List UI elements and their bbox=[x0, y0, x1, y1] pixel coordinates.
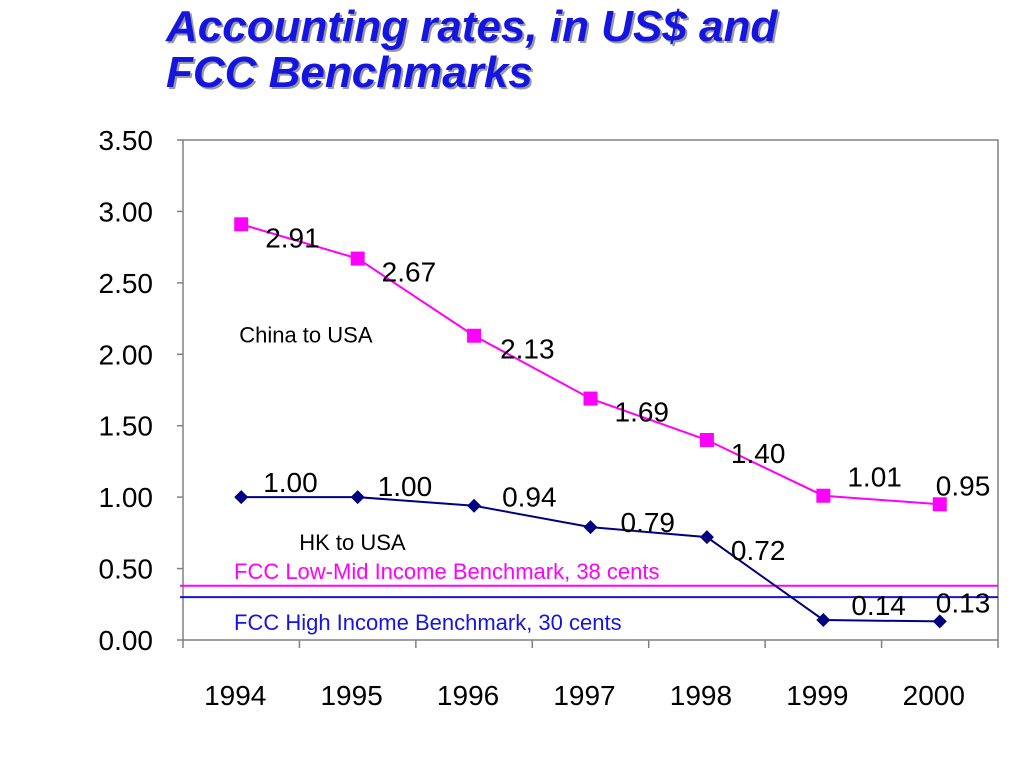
y-tick-label: 0.00 bbox=[99, 625, 154, 656]
data-label: 0.72 bbox=[731, 535, 786, 566]
y-tick-label: 3.50 bbox=[99, 125, 154, 156]
chart-title-line-1: Accounting rates, in US$ and bbox=[166, 2, 778, 51]
data-point bbox=[932, 497, 947, 512]
x-tick-label: 1999 bbox=[786, 680, 848, 711]
data-point bbox=[467, 328, 482, 343]
data-label: 0.14 bbox=[851, 590, 906, 621]
data-point bbox=[234, 217, 249, 232]
data-label: 0.95 bbox=[936, 470, 991, 501]
data-label: 0.79 bbox=[621, 507, 676, 538]
data-label: 0.13 bbox=[936, 587, 991, 618]
data-label: 2.13 bbox=[500, 334, 554, 365]
data-point bbox=[816, 488, 831, 503]
data-label: 1.00 bbox=[263, 467, 318, 498]
data-point bbox=[932, 614, 947, 629]
x-tick-label: 1996 bbox=[437, 680, 499, 711]
axes: 0.00 0.50 1.00 1.50 2.00 2.50 3.00 3.50 1994 1995… bbox=[99, 125, 999, 711]
data-label: 0.94 bbox=[502, 482, 556, 513]
y-tick-label: 3.00 bbox=[99, 196, 154, 227]
x-tick-label: 2000 bbox=[903, 680, 965, 711]
benchmark-label: FCC Low-Mid Income Benchmark, 38 cents bbox=[234, 559, 660, 584]
data-label: 2.67 bbox=[382, 257, 437, 288]
data-labels: China to USA HK to USA 2.91 2.67 2.13 1.69 1.4… bbox=[239, 222, 990, 621]
data-label: 1.40 bbox=[731, 438, 786, 469]
data-point bbox=[467, 498, 482, 513]
y-tick-label: 1.00 bbox=[99, 482, 154, 513]
data-point bbox=[234, 490, 249, 505]
series-line bbox=[240, 223, 940, 506]
data-label: 1.00 bbox=[378, 471, 433, 502]
data-point bbox=[816, 613, 831, 627]
y-tick-label: 2.00 bbox=[99, 339, 154, 370]
data-point bbox=[699, 433, 714, 447]
data-label: 1.01 bbox=[847, 462, 902, 493]
y-tick-label: 1.50 bbox=[99, 411, 154, 442]
data-point bbox=[583, 391, 598, 406]
series-name-label: China to USA bbox=[239, 322, 373, 347]
data-point bbox=[350, 490, 365, 505]
data-label: 1.69 bbox=[615, 397, 670, 428]
data-label: 2.91 bbox=[265, 222, 320, 253]
y-tick-label: 2.50 bbox=[99, 268, 154, 299]
y-tick-label: 0.50 bbox=[99, 554, 154, 585]
data-point bbox=[583, 520, 598, 535]
chart-title-line-2: FCC Benchmarks bbox=[166, 48, 533, 97]
x-tick-label: 1995 bbox=[320, 680, 382, 711]
data-point bbox=[350, 251, 365, 266]
benchmark-label: FCC High Income Benchmark, 30 cents bbox=[234, 610, 622, 635]
data-point bbox=[699, 530, 714, 545]
x-tick-label: 1997 bbox=[553, 680, 615, 711]
x-tick-label: 1994 bbox=[204, 680, 266, 711]
plot-area-border bbox=[182, 139, 999, 641]
series bbox=[234, 217, 947, 629]
x-tick-label: 1998 bbox=[670, 680, 732, 711]
benchmark-lines: FCC Low-Mid Income Benchmark, 38 cents FC… bbox=[180, 559, 998, 635]
chart-title: Accounting rates, in US$ and FCC Benchma… bbox=[166, 4, 966, 96]
series-name-label: HK to USA bbox=[299, 530, 406, 555]
